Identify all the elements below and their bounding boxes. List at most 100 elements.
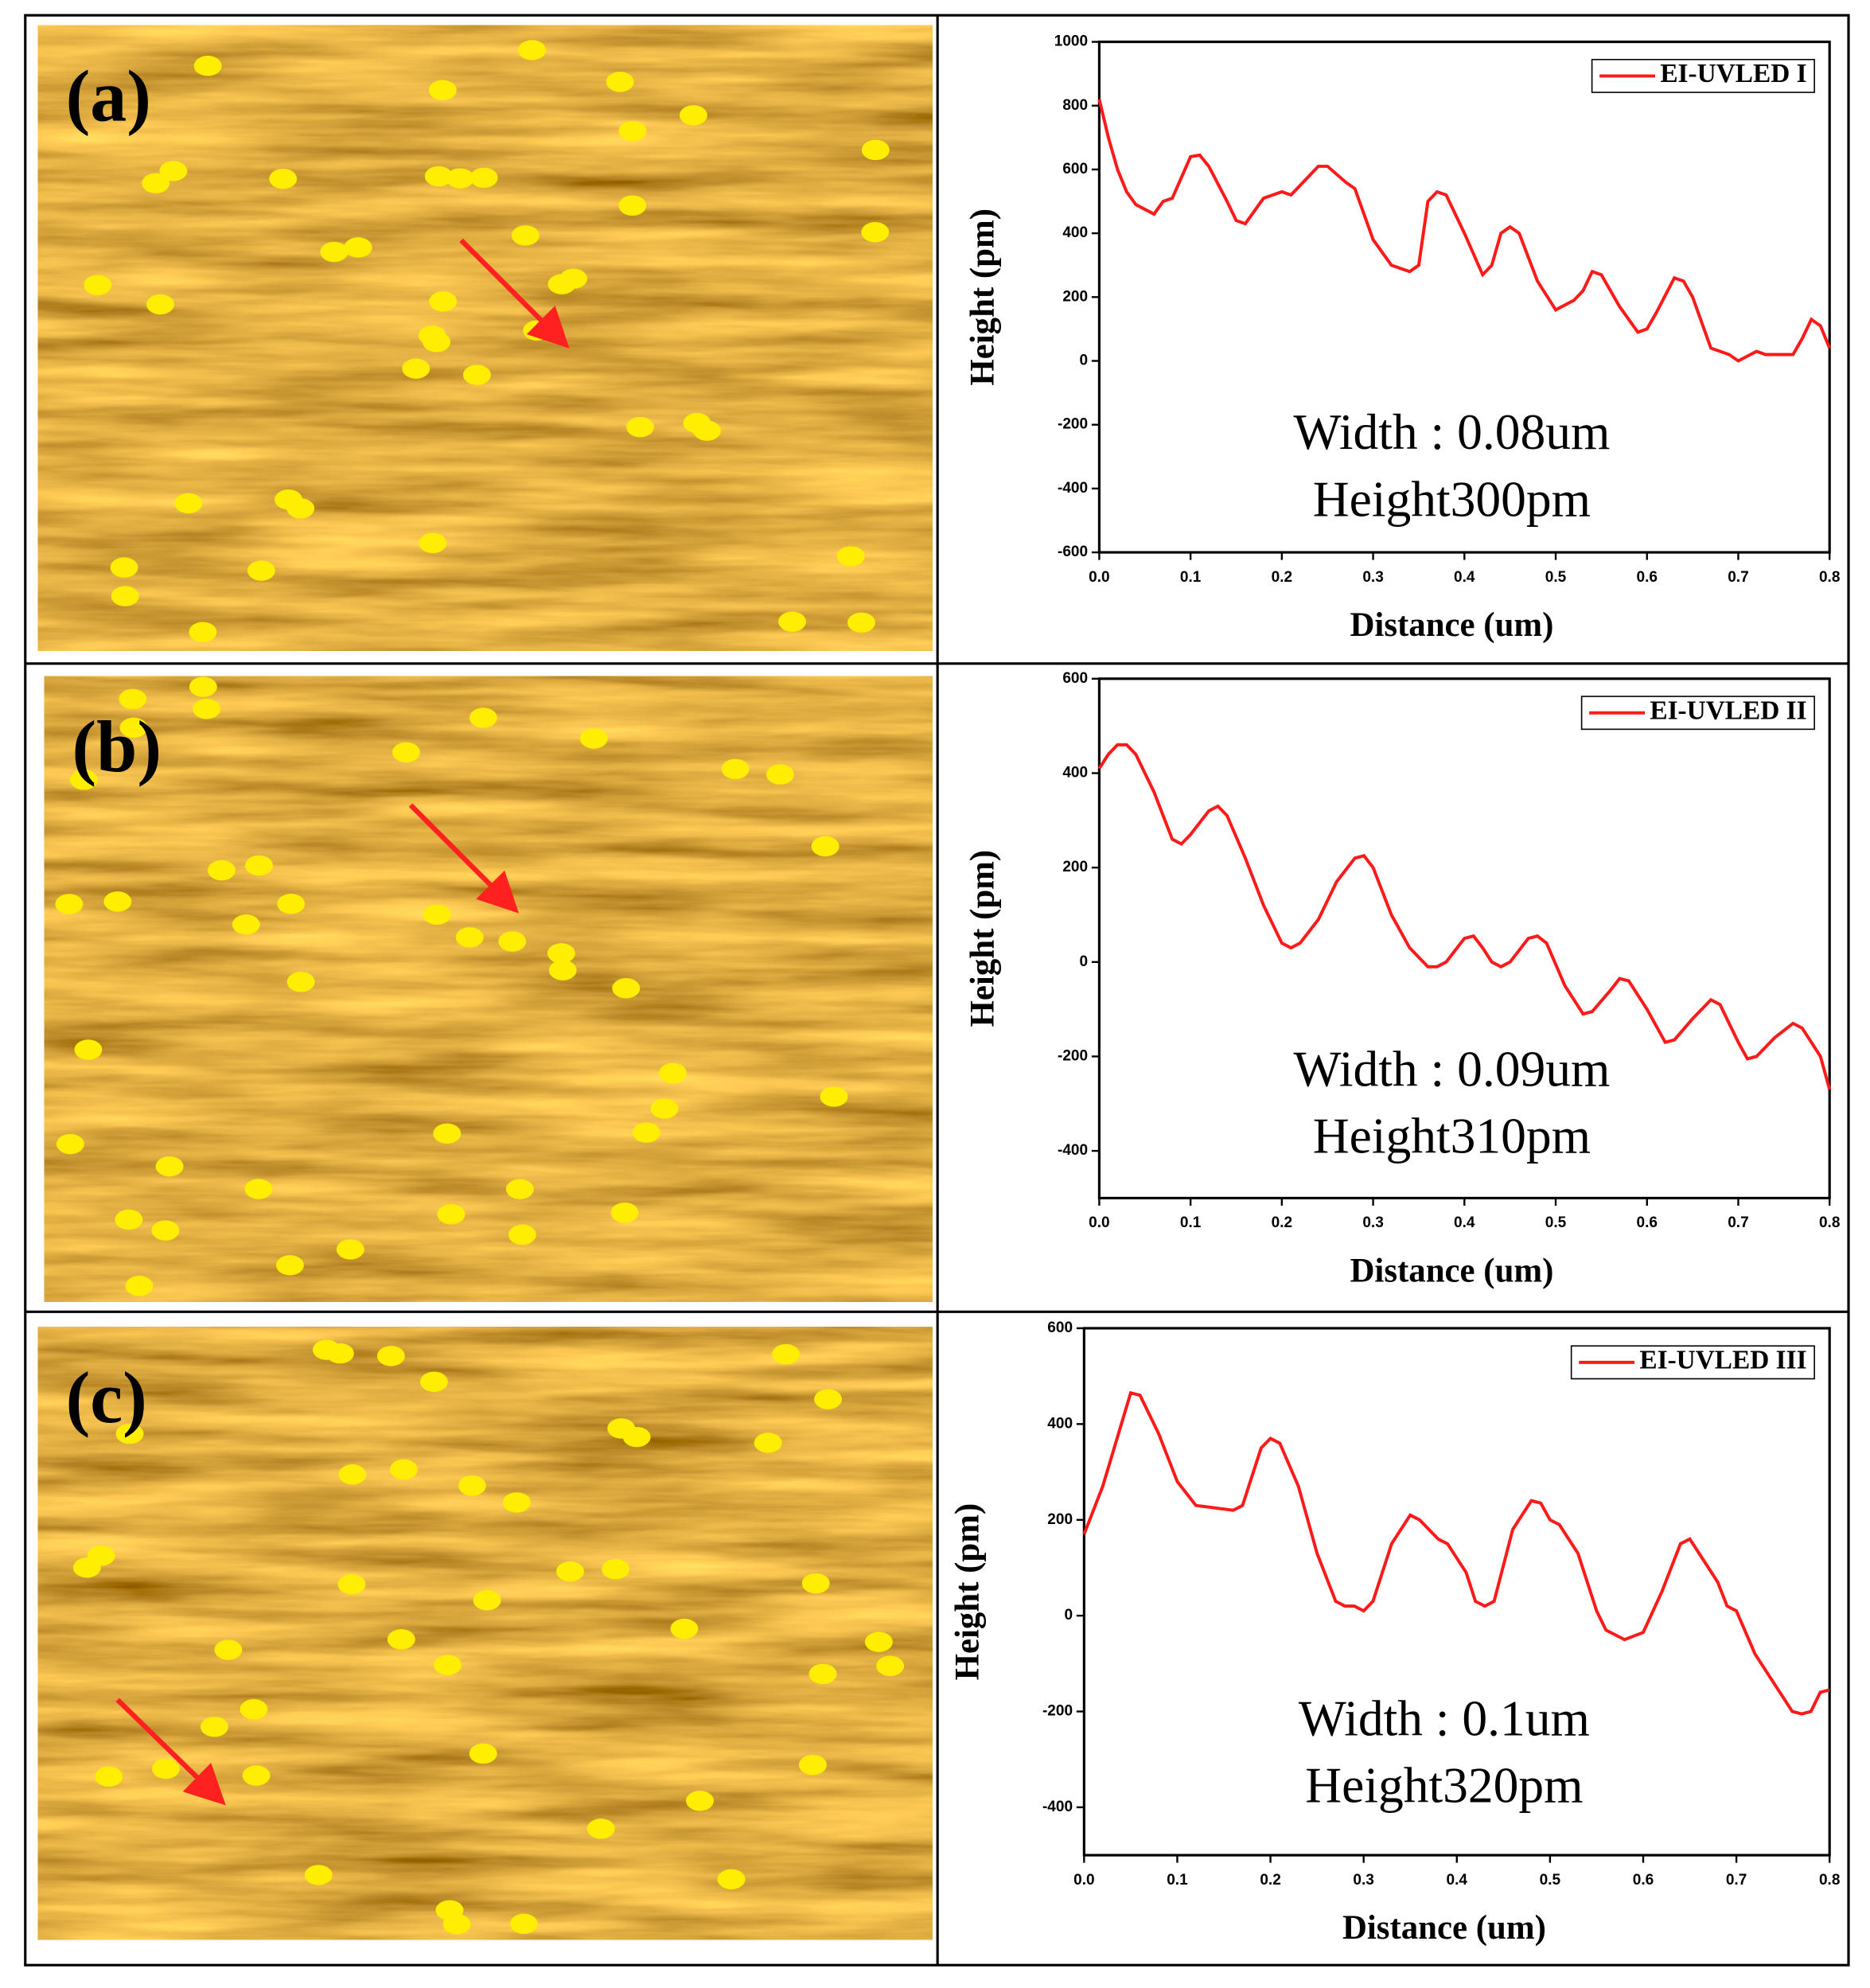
annotation: Height300pm: [1313, 470, 1591, 527]
y-tick-label: 0: [1080, 353, 1089, 369]
particle: [754, 1433, 782, 1453]
y-tick-label: 200: [1047, 1511, 1073, 1528]
particle: [861, 222, 890, 243]
y-axis-label: Height (pm): [964, 209, 1001, 386]
particle: [579, 728, 608, 749]
particle: [189, 622, 217, 642]
annotation: Width : 0.08um: [1294, 403, 1611, 460]
particle: [469, 167, 498, 189]
particle: [847, 612, 875, 633]
particle: [717, 1869, 746, 1890]
particle: [814, 1389, 843, 1409]
particle: [502, 1492, 531, 1513]
y-tick-label: -400: [1042, 1799, 1073, 1815]
x-tick-label: 0.4: [1447, 1872, 1468, 1889]
particle: [610, 1203, 639, 1223]
particle: [429, 291, 458, 312]
particle: [189, 676, 217, 697]
y-tick-label: -200: [1058, 1047, 1088, 1064]
particle: [547, 943, 575, 964]
particle: [469, 1743, 497, 1764]
particle: [836, 546, 865, 567]
particle: [151, 1220, 180, 1241]
afm-image: [37, 25, 933, 651]
annotation: Height310pm: [1313, 1108, 1591, 1164]
panel-label: (c): [66, 1357, 147, 1438]
particle: [778, 611, 807, 632]
particle: [95, 1766, 123, 1787]
y-tick-label: 400: [1062, 224, 1088, 241]
particle: [864, 1631, 893, 1652]
x-tick-label: 0.6: [1637, 1214, 1658, 1231]
particle: [392, 742, 420, 763]
particle: [232, 914, 260, 935]
particle: [811, 836, 840, 857]
particle: [433, 1123, 462, 1144]
particle: [683, 412, 711, 434]
particle: [193, 699, 221, 719]
particle: [437, 1204, 466, 1225]
y-tick-label: 0: [1080, 953, 1089, 970]
particle: [344, 237, 372, 258]
particle: [146, 294, 174, 315]
afm-image: [37, 1327, 933, 1940]
annotation: Width : 0.09um: [1294, 1040, 1611, 1097]
x-tick-label: 0.0: [1073, 1872, 1094, 1889]
particle: [632, 1122, 660, 1143]
x-tick-label: 0.5: [1545, 569, 1567, 586]
x-tick-label: 0.4: [1454, 569, 1475, 586]
x-tick-label: 0.7: [1728, 569, 1748, 586]
particle: [446, 168, 474, 189]
arrow: [115, 1698, 226, 1806]
x-tick-label: 0.8: [1819, 1214, 1840, 1231]
particle: [115, 1209, 143, 1230]
particle: [517, 40, 546, 60]
particle: [442, 1914, 471, 1935]
particle: [115, 1423, 144, 1444]
y-tick-label: 800: [1062, 97, 1088, 114]
particle: [269, 168, 298, 189]
particle: [337, 1574, 366, 1595]
particle: [721, 758, 750, 779]
arrow: [459, 238, 570, 349]
particle: [458, 1475, 486, 1496]
particle: [389, 1459, 418, 1480]
particle: [876, 1655, 905, 1677]
particle: [772, 1343, 801, 1365]
particle: [208, 860, 236, 881]
y-tick-label: -200: [1042, 1703, 1073, 1720]
x-tick-label: 0.2: [1260, 1872, 1280, 1889]
panel-label: (b): [72, 706, 162, 787]
particle: [214, 1639, 243, 1660]
particle: [670, 1618, 699, 1639]
afm-image: [44, 676, 933, 1302]
x-tick-label: 0.1: [1180, 1214, 1202, 1231]
arrow: [408, 803, 520, 914]
particle: [275, 1255, 304, 1276]
particle: [455, 927, 484, 948]
particle: [174, 493, 203, 514]
x-tick-label: 0.3: [1362, 1214, 1383, 1231]
x-tick-label: 0.8: [1819, 1872, 1840, 1889]
y-tick-label: 600: [1047, 1319, 1073, 1336]
y-tick-label: -400: [1058, 480, 1088, 497]
x-tick-label: 0.7: [1728, 1214, 1748, 1231]
particle: [801, 1573, 830, 1594]
particle: [548, 960, 577, 980]
particle: [119, 717, 148, 739]
y-tick-label: -400: [1058, 1142, 1088, 1159]
particle: [325, 1343, 354, 1364]
particle: [275, 489, 302, 510]
particle: [69, 770, 98, 790]
particle: [242, 1765, 271, 1786]
particle: [861, 139, 890, 161]
x-tick-label: 0.7: [1726, 1872, 1747, 1889]
x-tick-label: 0.1: [1167, 1872, 1188, 1889]
particle: [402, 358, 430, 379]
particle: [247, 560, 275, 581]
particle: [72, 1557, 101, 1578]
x-tick-label: 0.4: [1454, 1214, 1475, 1231]
particle: [56, 1133, 84, 1155]
particle: [277, 894, 306, 914]
particle: [559, 268, 588, 289]
